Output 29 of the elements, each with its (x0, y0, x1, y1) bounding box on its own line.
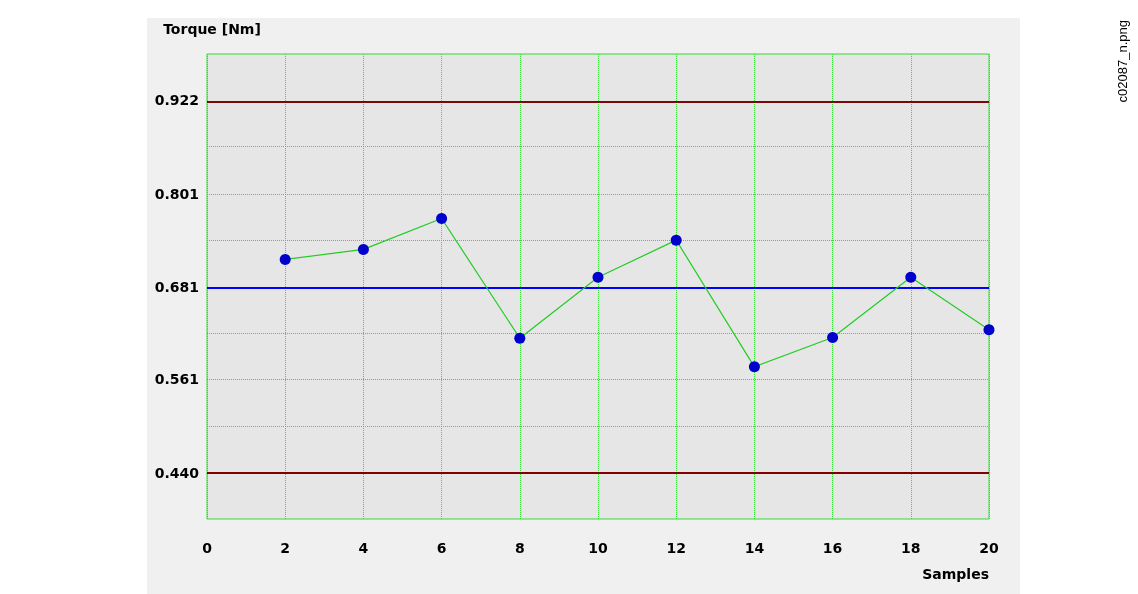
point (514, 332, 526, 344)
x-tick-label: 16 (822, 540, 843, 556)
x-tick-label: 18 (901, 540, 921, 556)
y-tick-label: 0.922 (154, 92, 199, 109)
x-tick-label: 14 (744, 540, 765, 556)
text: c02087_n.png (1114, 20, 1130, 103)
y-tick-label: 0.801 (154, 185, 199, 202)
x-tick-label: 10 (588, 540, 608, 556)
x-tick-label: 4 (358, 540, 369, 556)
x-tick-label: 2 (280, 540, 291, 556)
x-tick-label: 6 (436, 540, 447, 556)
x-tick-label: 8 (514, 540, 525, 556)
point (670, 234, 682, 246)
x-tick-label: 0 (202, 540, 213, 556)
y-tick-label: 0.681 (154, 278, 199, 295)
point (436, 213, 448, 225)
point (279, 253, 291, 265)
x-tick-label: 20 (979, 540, 999, 556)
x-axis-title: Samples (922, 566, 989, 582)
point (592, 271, 604, 283)
y-axis-title: Torque [Nm] (163, 21, 261, 37)
point (357, 243, 369, 255)
y-tick-label: 0.440 (154, 464, 200, 481)
point (905, 271, 917, 283)
point (983, 324, 995, 336)
y-tick-label: 0.561 (154, 371, 199, 388)
point (748, 361, 760, 373)
x-tick-label: 12 (666, 540, 686, 556)
point (827, 331, 839, 343)
